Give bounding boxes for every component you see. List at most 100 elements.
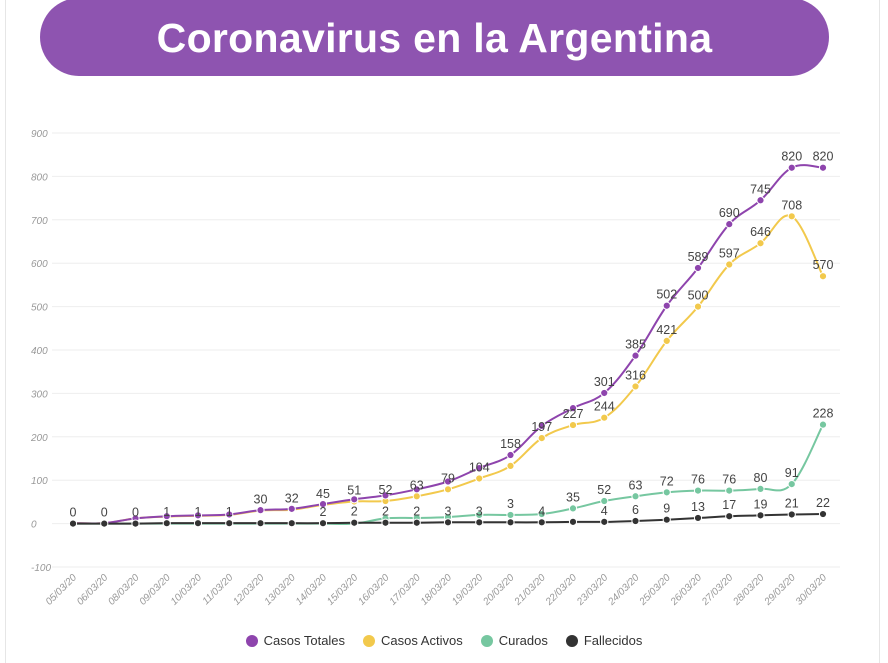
- data-point-curados: [506, 510, 515, 520]
- data-point-fallecidos: [381, 518, 390, 527]
- data-label-fallecidos: 22: [816, 496, 830, 510]
- data-point-casos-totales: [443, 477, 453, 486]
- data-point-curados: [600, 496, 609, 506]
- data-point-fallecidos: [662, 515, 671, 524]
- data-label-fallecidos: 17: [722, 498, 736, 512]
- x-tick-label: 13/03/20: [263, 572, 299, 608]
- data-label-fallecidos: 1: [163, 505, 170, 519]
- data-label-casos-totales: 301: [594, 375, 615, 389]
- data-label-casos-totales: 158: [500, 437, 521, 451]
- x-tick-label: 25/03/20: [637, 572, 673, 608]
- y-tick-label: 400: [31, 346, 48, 357]
- data-label-casos-activos: 30: [254, 493, 268, 507]
- data-point-casos-totales: [287, 504, 296, 513]
- data-label-casos-activos: 45: [316, 487, 330, 501]
- data-label-fallecidos: 13: [691, 500, 705, 514]
- data-point-fallecidos: [100, 519, 109, 528]
- data-label-casos-totales: 589: [688, 250, 709, 264]
- data-point-fallecidos: [287, 519, 296, 528]
- x-tick-label: 29/03/20: [762, 572, 798, 608]
- y-tick-label: -100: [31, 563, 51, 574]
- data-label-casos-activos: 421: [656, 323, 677, 337]
- data-label-casos-totales: 502: [656, 288, 677, 302]
- data-label-curados: 91: [785, 466, 799, 480]
- y-tick-label: 0: [31, 520, 37, 531]
- chart-frame: [5, 0, 880, 663]
- x-tick-label: 14/03/20: [294, 572, 330, 608]
- legend-item-fallecidos[interactable]: Fallecidos: [565, 633, 642, 648]
- data-label-fallecidos: 2: [413, 505, 420, 519]
- data-label-curados: 52: [597, 483, 611, 497]
- x-tick-label: 27/03/20: [699, 572, 735, 608]
- data-label-fallecidos: 1: [195, 505, 202, 519]
- data-point-casos-totales: [568, 404, 578, 413]
- data-point-casos-totales: [225, 510, 234, 519]
- data-point-fallecidos: [162, 519, 171, 528]
- data-point-casos-activos: [787, 212, 796, 221]
- data-label-curados: 80: [754, 471, 768, 485]
- data-point-fallecidos: [350, 518, 359, 527]
- data-point-curados: [693, 486, 703, 495]
- x-tick-label: 16/03/20: [356, 572, 392, 608]
- chart-legend: Casos Totales Casos Activos Curados Fall…: [0, 633, 888, 648]
- y-tick-label: 500: [31, 303, 48, 314]
- x-tick-label: 23/03/20: [574, 572, 610, 608]
- data-point-casos-activos: [631, 382, 640, 391]
- data-point-casos-activos: [600, 413, 609, 422]
- data-label-casos-activos: 597: [719, 247, 740, 261]
- series-line-casos-totales: [72, 164, 824, 525]
- legend-item-casos-totales[interactable]: Casos Totales: [245, 633, 345, 648]
- legend-item-casos-activos[interactable]: Casos Activos: [363, 633, 463, 648]
- legend-dot-icon: [245, 634, 258, 647]
- data-point-fallecidos: [725, 512, 734, 521]
- legend-item-curados[interactable]: Curados: [480, 633, 548, 648]
- data-point-fallecidos: [756, 511, 765, 520]
- data-point-casos-totales: [256, 506, 265, 515]
- x-tick-label: 22/03/20: [543, 572, 579, 608]
- x-tick-label: 21/03/20: [512, 572, 548, 608]
- x-tick-label: 12/03/20: [231, 572, 267, 608]
- data-point-casos-totales: [725, 220, 734, 229]
- data-point-casos-totales: [662, 301, 671, 310]
- legend-dot-icon: [480, 634, 493, 647]
- data-label-casos-activos: 570: [813, 258, 834, 272]
- data-label-curados: 228: [813, 407, 834, 421]
- data-point-casos-activos: [818, 272, 828, 281]
- x-tick-label: 06/03/20: [75, 572, 111, 608]
- data-point-curados: [568, 504, 578, 513]
- data-label-fallecidos: 1: [226, 505, 233, 519]
- data-point-curados: [537, 509, 546, 519]
- data-label-casos-activos: 32: [285, 492, 299, 506]
- data-label-casos-totales: 385: [625, 338, 646, 352]
- data-point-casos-totales: [631, 351, 640, 360]
- data-point-fallecidos: [693, 513, 703, 523]
- data-point-casos-totales: [693, 263, 703, 273]
- data-label-fallecidos: 4: [601, 504, 608, 518]
- data-point-casos-activos: [756, 239, 765, 248]
- data-label-casos-activos: 51: [347, 483, 361, 497]
- data-point-fallecidos: [631, 516, 640, 526]
- data-point-casos-activos: [443, 485, 453, 494]
- data-label-curados: 76: [691, 473, 705, 487]
- data-point-casos-activos: [537, 434, 546, 443]
- data-label-casos-activos: 52: [379, 483, 393, 497]
- data-label-casos-activos: 197: [531, 420, 552, 434]
- data-point-casos-totales: [412, 485, 421, 494]
- data-label-casos-totales: 745: [750, 182, 771, 196]
- data-point-fallecidos: [256, 519, 265, 528]
- legend-dot-icon: [565, 634, 578, 647]
- data-label-fallecidos: 21: [785, 496, 799, 510]
- data-point-casos-totales: [381, 491, 390, 500]
- y-tick-label: 200: [30, 433, 48, 444]
- data-point-curados: [756, 484, 765, 493]
- data-label-fallecidos: 3: [476, 504, 483, 518]
- x-tick-label: 19/03/20: [450, 572, 486, 608]
- y-tick-label: 700: [31, 216, 48, 227]
- data-label-casos-activos: 227: [563, 407, 584, 421]
- data-point-casos-totales: [318, 499, 328, 509]
- x-tick-label: 18/03/20: [419, 572, 455, 608]
- data-point-curados: [787, 480, 796, 489]
- data-label-casos-activos: 500: [688, 289, 709, 303]
- y-tick-label: 100: [31, 476, 48, 487]
- data-label-casos-activos: 63: [410, 478, 424, 492]
